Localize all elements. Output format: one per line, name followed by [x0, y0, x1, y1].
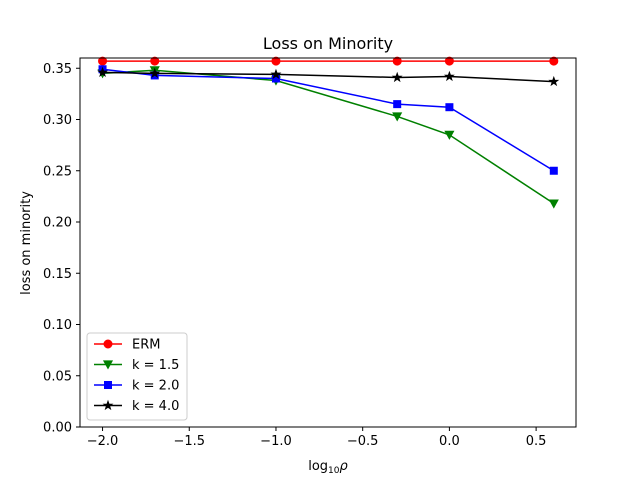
x-tick-label: −2.0 — [87, 434, 119, 449]
data-point — [97, 66, 108, 77]
y-tick-label: 0.10 — [43, 318, 72, 333]
x-axis-label: log10ρ — [308, 459, 348, 476]
data-point — [444, 130, 455, 140]
y-tick-label: 0.05 — [43, 369, 72, 384]
legend-label: ERM — [132, 338, 160, 353]
data-point — [443, 70, 455, 82]
x-tick-label: 0.0 — [439, 434, 460, 449]
data-point — [549, 166, 558, 175]
legend: ERM k = 1.5 k = 2.0 k = 4.0 — [86, 332, 188, 421]
x-axis-label-subscript: 10 — [328, 466, 340, 476]
series-3 — [98, 65, 558, 175]
series-layer — [97, 56, 560, 209]
legend-box — [86, 332, 188, 421]
data-point — [393, 100, 402, 109]
x-axis: −2.0 −1.5 −1.0 −0.5 0.0 0.5 — [87, 427, 547, 449]
y-tick-label: 0.35 — [43, 62, 72, 77]
data-point — [444, 56, 454, 66]
data-point — [445, 103, 454, 112]
data-point — [149, 67, 161, 78]
data-point — [392, 56, 402, 66]
legend-marker — [102, 360, 114, 370]
series-line — [102, 68, 555, 172]
data-point — [270, 68, 282, 80]
x-tick-label: −0.5 — [347, 434, 379, 449]
y-tick-label: 0.20 — [43, 216, 72, 231]
series-1 — [98, 56, 559, 66]
data-point — [549, 56, 559, 66]
legend-marker — [103, 339, 113, 349]
y-tick-label: 0.25 — [43, 164, 72, 179]
series-line — [102, 69, 555, 205]
legend-marker — [104, 381, 112, 389]
y-axis: 0.00 0.05 0.10 0.15 0.20 0.25 0.30 0.35 — [43, 62, 80, 436]
x-tick-label: −1.0 — [260, 434, 292, 449]
y-tick-label: 0.30 — [43, 113, 72, 128]
x-axis-label-prefix: log — [308, 459, 328, 474]
data-point — [98, 56, 108, 66]
series-4 — [97, 66, 560, 87]
y-tick-label: 0.00 — [43, 421, 72, 436]
legend-label: k = 4.0 — [132, 399, 179, 414]
axes-frame — [79, 57, 577, 428]
x-axis-label-symbol: ρ — [340, 459, 349, 474]
legend-entry: k = 1.5 — [94, 358, 179, 373]
data-point — [548, 75, 560, 87]
y-axis-label: loss on minority — [19, 191, 34, 295]
legend-entry: k = 4.0 — [94, 399, 179, 414]
series-line — [102, 71, 554, 83]
legend-entry: ERM — [94, 338, 160, 353]
legend-entry: k = 2.0 — [94, 379, 179, 394]
data-point — [548, 199, 559, 209]
x-tick-label: −1.5 — [173, 434, 205, 449]
legend-label: k = 2.0 — [132, 379, 179, 394]
legend-label: k = 1.5 — [132, 358, 179, 373]
legend-marker — [102, 399, 114, 411]
data-point — [271, 56, 281, 66]
data-point — [391, 71, 403, 83]
x-tick-label: 0.5 — [526, 434, 547, 449]
y-tick-label: 0.15 — [43, 267, 72, 282]
data-point — [150, 56, 160, 66]
chart-title: Loss on Minority — [263, 34, 393, 53]
data-point — [392, 112, 403, 122]
